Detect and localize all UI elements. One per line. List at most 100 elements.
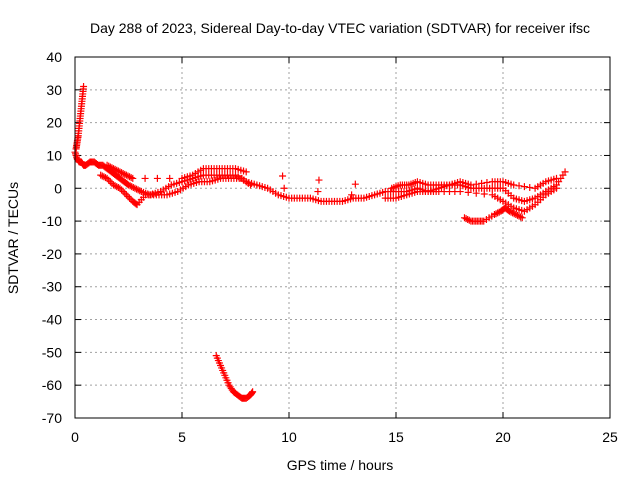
data-point: [478, 179, 486, 187]
data-point: [97, 171, 105, 179]
x-tick-labels: 0 5 10 15 20 25: [71, 429, 618, 445]
data-point: [118, 186, 126, 194]
data-point: [110, 165, 118, 173]
y-tick-label: -30: [42, 279, 62, 295]
data-point: [129, 174, 137, 182]
data-point: [124, 192, 132, 200]
data-point: [351, 180, 359, 188]
series-dip-segment: [460, 204, 526, 225]
data-point: [106, 163, 114, 171]
data-point: [111, 182, 119, 190]
data-point: [132, 200, 140, 208]
data-point: [280, 184, 288, 192]
data-point: [166, 174, 174, 182]
y-tick-label: 40: [46, 49, 62, 65]
data-point: [460, 214, 468, 222]
data-point: [480, 190, 488, 198]
data-point: [128, 183, 136, 191]
data-point: [314, 188, 322, 196]
data-point: [456, 188, 464, 196]
data-point: [510, 210, 518, 218]
data-point: [111, 165, 119, 173]
data-point: [246, 181, 254, 189]
data-point: [136, 187, 144, 195]
data-point: [122, 191, 130, 199]
data-points: [71, 83, 569, 402]
data-point: [464, 188, 472, 196]
data-point: [116, 184, 124, 192]
data-point: [113, 166, 121, 174]
y-tick-label: -20: [42, 246, 62, 262]
data-point: [105, 176, 113, 184]
data-point: [122, 171, 130, 179]
data-point: [553, 174, 560, 182]
y-tick-label: 20: [46, 115, 62, 131]
x-tick-label: 20: [495, 429, 511, 445]
data-point: [153, 174, 161, 182]
y-tick-labels: -70 -60 -50 -40 -30 -20 -10 0 10 20 30 40: [42, 49, 62, 426]
x-axis-label: GPS time / hours: [287, 457, 394, 473]
data-point: [110, 181, 118, 189]
data-point: [472, 189, 480, 197]
y-tick-label: -70: [42, 410, 62, 426]
y-tick-label: -10: [42, 213, 62, 229]
y-tick-label: -50: [42, 344, 62, 360]
data-point: [119, 188, 127, 196]
data-point: [512, 211, 520, 219]
data-point: [126, 182, 134, 190]
data-point: [249, 388, 257, 396]
data-point: [513, 211, 521, 219]
data-point: [515, 182, 523, 190]
data-point: [526, 183, 534, 191]
data-point: [507, 208, 515, 216]
data-point: [105, 162, 113, 170]
data-point: [141, 174, 149, 182]
data-point: [348, 191, 356, 199]
data-point: [510, 181, 518, 189]
data-point: [133, 185, 141, 193]
data-point: [464, 215, 472, 223]
data-point: [127, 174, 135, 182]
data-point: [125, 181, 132, 189]
data-point: [494, 209, 502, 217]
x-tick-label: 5: [178, 429, 186, 445]
data-point: [103, 174, 111, 182]
chart-title: Day 288 of 2023, Sidereal Day-to-day VTE…: [90, 20, 590, 36]
data-point: [118, 169, 126, 177]
x-tick-label: 0: [71, 429, 79, 445]
tick-marks: [74, 56, 611, 419]
data-point: [80, 83, 88, 91]
data-point: [116, 168, 124, 176]
data-point: [108, 164, 116, 172]
y-tick-label: 10: [46, 147, 62, 163]
data-point: [518, 214, 526, 222]
y-tick-label: -60: [42, 377, 62, 393]
data-point: [124, 172, 132, 180]
y-tick-label: 30: [46, 82, 62, 98]
data-point: [465, 216, 473, 224]
plot-frame: [74, 56, 611, 419]
series-isolated-low-arc: [212, 352, 257, 402]
data-point: [509, 209, 517, 217]
data-point: [315, 176, 323, 184]
data-point: [492, 210, 500, 218]
data-point: [490, 211, 498, 219]
data-point: [242, 168, 250, 176]
data-point: [106, 178, 114, 186]
data-point: [113, 183, 121, 191]
data-point: [467, 181, 475, 189]
data-point: [121, 189, 129, 197]
data-point: [505, 207, 513, 215]
data-point: [517, 213, 525, 221]
data-point: [472, 180, 480, 188]
y-tick-label: -40: [42, 312, 62, 328]
data-point: [98, 172, 106, 180]
y-tick-label: 0: [54, 180, 62, 196]
data-point: [462, 215, 470, 223]
data-point: [553, 184, 560, 192]
x-tick-label: 10: [281, 429, 297, 445]
data-point: [520, 183, 528, 191]
data-point: [114, 167, 122, 175]
data-point: [103, 161, 111, 169]
